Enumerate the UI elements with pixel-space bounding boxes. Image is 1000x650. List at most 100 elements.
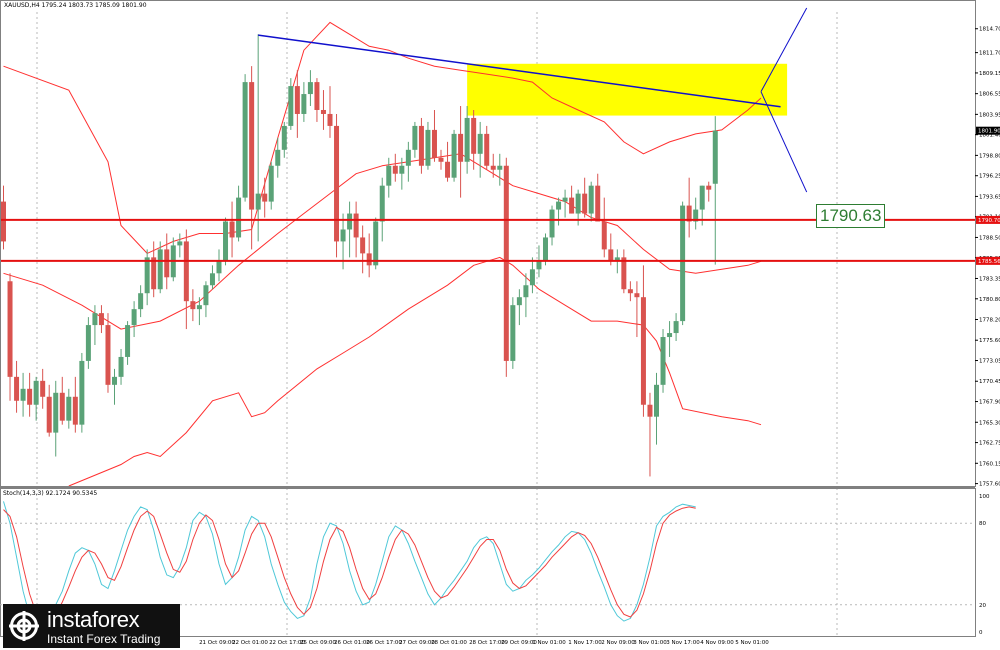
candle-body bbox=[425, 129, 431, 166]
candle bbox=[471, 109, 477, 170]
candle bbox=[634, 281, 640, 338]
candle bbox=[621, 249, 627, 294]
candle bbox=[503, 157, 509, 377]
candle bbox=[307, 70, 313, 107]
candle bbox=[556, 197, 562, 226]
x-tick-label: 1 Nov 01:00 bbox=[532, 640, 566, 646]
candle bbox=[712, 116, 718, 265]
candle-body bbox=[118, 356, 124, 377]
candle bbox=[418, 117, 424, 174]
candle-body bbox=[85, 325, 91, 361]
candle bbox=[14, 360, 20, 413]
candle bbox=[445, 141, 451, 182]
projection-down bbox=[760, 91, 808, 193]
y-tick-label: 1762.75 bbox=[979, 441, 1000, 447]
candle bbox=[366, 233, 372, 278]
candle-body bbox=[249, 82, 255, 210]
candle-body bbox=[281, 125, 287, 150]
price-label-box bbox=[976, 215, 1000, 224]
candle-body bbox=[627, 289, 633, 294]
candle-body bbox=[275, 149, 281, 166]
candle-body bbox=[92, 313, 98, 326]
logo-name: instaforex bbox=[47, 607, 140, 632]
candle bbox=[497, 153, 503, 186]
candle bbox=[588, 181, 594, 222]
y-tick-label: 1798.80 bbox=[979, 153, 1000, 159]
candle bbox=[425, 121, 431, 170]
candle bbox=[59, 376, 65, 425]
candle-body bbox=[183, 241, 189, 302]
candle bbox=[151, 241, 157, 298]
candle bbox=[334, 113, 340, 258]
candle-body bbox=[255, 193, 261, 210]
y-tick-label: 1796.25 bbox=[979, 174, 1000, 180]
candle-body bbox=[412, 125, 418, 150]
candle bbox=[183, 229, 189, 330]
y-tick-label: 1767.90 bbox=[979, 400, 1000, 406]
y-tick-label: 1765.30 bbox=[979, 420, 1000, 426]
oscillator-header: Stoch(14,3,3) 92.1724 90.5345 bbox=[3, 490, 98, 497]
candle-body bbox=[7, 281, 13, 377]
y-tick-label: 1788.50 bbox=[979, 235, 1000, 241]
candle bbox=[405, 141, 411, 182]
candle bbox=[595, 173, 601, 222]
osc-tick-label: 0 bbox=[979, 630, 983, 636]
candle-body bbox=[569, 197, 575, 214]
x-tick-label: 26 Oct 17:00 bbox=[366, 640, 402, 646]
candle-body bbox=[699, 185, 705, 210]
candle bbox=[53, 380, 59, 457]
candle-body bbox=[418, 125, 424, 166]
candle-body bbox=[294, 86, 300, 114]
y-tick-label: 1757.60 bbox=[979, 482, 1000, 488]
candle-body bbox=[72, 396, 78, 425]
candle-body bbox=[229, 221, 235, 238]
x-tick-label: 1 Nov 17:00 bbox=[568, 640, 602, 646]
candle bbox=[216, 249, 222, 282]
candle bbox=[706, 181, 712, 202]
candle-body bbox=[27, 388, 33, 405]
candle-body bbox=[157, 249, 163, 290]
bollinger-lower bbox=[68, 256, 762, 487]
candle-body bbox=[79, 360, 85, 425]
candle bbox=[516, 289, 522, 326]
candle-body bbox=[138, 293, 144, 310]
osc-tick-label: 20 bbox=[979, 603, 986, 609]
candle-body bbox=[320, 109, 326, 114]
candle bbox=[20, 372, 26, 417]
candle bbox=[144, 249, 150, 306]
candle-body bbox=[144, 257, 150, 294]
candle bbox=[229, 201, 235, 258]
candle-body bbox=[445, 161, 451, 178]
candle bbox=[484, 125, 490, 170]
candle bbox=[40, 368, 46, 409]
x-tick-label: 3 Nov 01:00 bbox=[633, 640, 667, 646]
candle-body bbox=[712, 130, 718, 184]
candle-body bbox=[59, 392, 65, 421]
chart-symbol-header: XAUUSD,H4 1795.24 1803.73 1785.09 1801.9… bbox=[4, 2, 147, 9]
x-tick-label: 27 Oct 09:00 bbox=[399, 640, 435, 646]
candle-body bbox=[477, 133, 483, 154]
candle-body bbox=[33, 380, 39, 405]
candle bbox=[699, 185, 705, 226]
candle bbox=[170, 237, 176, 282]
candle bbox=[131, 301, 137, 338]
x-tick-label: 3 Nov 17:00 bbox=[666, 640, 700, 646]
candle bbox=[92, 305, 98, 345]
candle-body bbox=[379, 185, 385, 222]
candle bbox=[223, 217, 229, 266]
candle bbox=[431, 109, 437, 162]
candle-body bbox=[451, 133, 457, 178]
candle bbox=[569, 185, 575, 214]
candle bbox=[686, 177, 692, 238]
y-tick-label: 1806.55 bbox=[979, 92, 1000, 98]
candle bbox=[85, 317, 91, 369]
candle-body bbox=[288, 86, 294, 126]
x-tick-label: 28 Oct 17:00 bbox=[469, 640, 505, 646]
y-tick-label: 1809.15 bbox=[979, 71, 1000, 77]
candle bbox=[288, 78, 294, 130]
candle bbox=[27, 372, 33, 417]
candle-body bbox=[209, 273, 215, 286]
projection-up bbox=[760, 7, 808, 92]
candle bbox=[601, 197, 607, 258]
candle-body bbox=[366, 253, 372, 266]
